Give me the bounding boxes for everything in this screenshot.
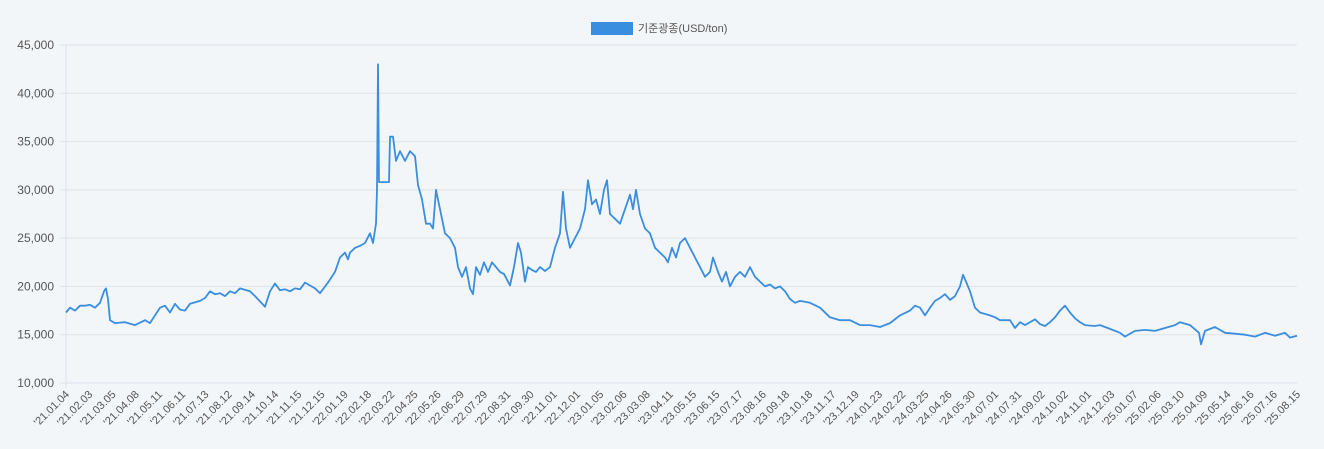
y-axis: 10,000 15,000 20,000 25,000 30,000 35,000 40,0… [17,38,67,390]
x-axis: '21.01.04'21.02.03'21.03.05'21.04.08'21.… [32,389,1303,429]
gridlines [60,44,1297,384]
y-tick-label: 30,000 [17,183,54,197]
legend-label: 기준광종(USD/ton) [638,22,727,35]
legend-swatch [591,22,633,35]
y-tick-label: 15,000 [17,328,54,342]
y-tick-label: 45,000 [17,38,54,52]
legend[interactable]: 기준광종(USD/ton) [591,22,727,35]
series-line [65,63,1298,346]
y-tick-label: 40,000 [17,86,54,100]
y-tick-label: 10,000 [17,376,54,390]
y-tick-label: 20,000 [17,279,54,293]
y-tick-label: 25,000 [17,231,54,245]
y-tick-label: 35,000 [17,135,54,149]
